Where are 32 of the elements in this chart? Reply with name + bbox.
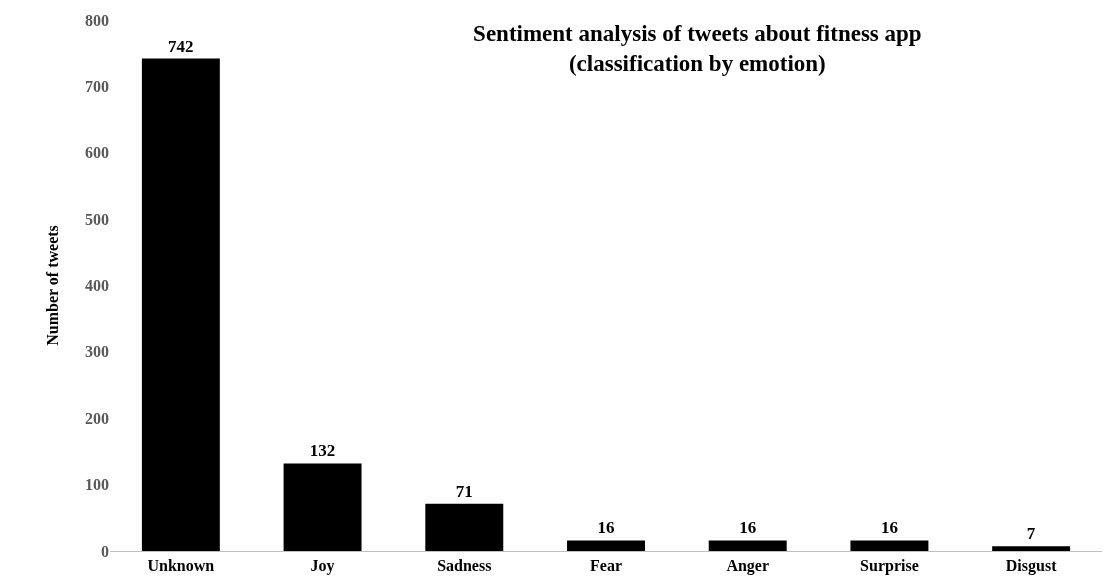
data-label: 16	[739, 518, 757, 538]
x-tick-label: Unknown	[147, 557, 215, 575]
text: Sentiment analysis of tweets about fitness app (classification by emotion)	[473, 21, 922, 76]
y-tick-label: 100	[85, 476, 109, 494]
y-tick-label: 0	[101, 542, 109, 560]
bar	[850, 540, 929, 551]
y-tick-label: 400	[85, 277, 109, 295]
y-tick-label: 200	[85, 409, 109, 427]
bar	[141, 58, 220, 551]
x-tick-label: Disgust	[1005, 557, 1058, 576]
bar	[708, 540, 787, 551]
x-tick-label: Fear	[590, 557, 622, 575]
bar	[992, 546, 1071, 551]
y-tick-label: 700	[85, 77, 109, 95]
x-tick-label: Joy	[310, 557, 335, 576]
x-tick-label: Anger	[726, 557, 770, 576]
x-tick-label: Surprise	[860, 557, 919, 576]
data-label: 742	[168, 36, 194, 56]
data-label: 71	[455, 481, 473, 501]
bar	[425, 503, 504, 551]
data-label: 7	[1026, 524, 1036, 544]
data-label: 132	[309, 441, 336, 461]
x-tick-label: Sadness	[437, 557, 492, 575]
y-tick-label: 600	[85, 144, 109, 162]
y-tick-label: 800	[85, 11, 109, 29]
bar	[283, 463, 362, 551]
y-tick-label: 500	[85, 210, 109, 228]
y-tick-label: 300	[85, 343, 109, 361]
data-label: 16	[597, 518, 615, 538]
y-axis-title: Number of tweets	[43, 225, 61, 346]
bar	[567, 540, 645, 551]
data-label: 16	[880, 518, 898, 538]
